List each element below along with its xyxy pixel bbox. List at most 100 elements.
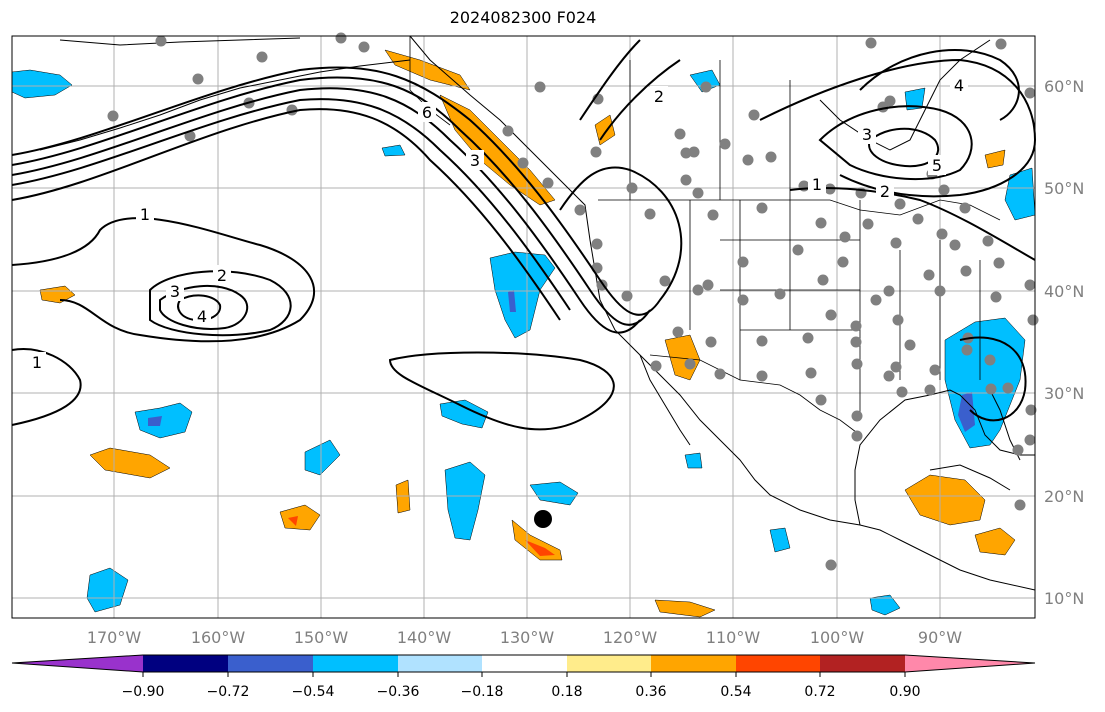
contour-labels: 6 2 4 3 5 1 1 2 3 4 1 3 2 — [28, 75, 968, 372]
fill-negative-core — [958, 392, 975, 432]
longitude-label: 170°W — [87, 628, 142, 647]
station-dot — [805, 367, 817, 379]
station-dot — [839, 231, 851, 243]
fill-negative — [134, 402, 193, 439]
station-dot — [982, 235, 994, 247]
station-dot — [890, 361, 902, 373]
station-dot — [938, 184, 950, 196]
coastlines — [39, 35, 1036, 591]
latitude-label: 30°N — [1044, 384, 1084, 403]
station-dot — [984, 354, 996, 366]
station-dot — [960, 265, 972, 277]
fill-positive-core — [525, 540, 555, 556]
station-dot — [851, 410, 863, 422]
station-dot — [904, 339, 916, 351]
station-dot — [591, 238, 603, 250]
contour-line — [11, 108, 561, 321]
station-dot — [884, 95, 896, 107]
station-dot — [650, 360, 662, 372]
station-dot — [184, 130, 196, 142]
contour-line — [818, 105, 973, 180]
station-dot — [672, 326, 684, 338]
map-frame — [11, 35, 1036, 619]
station-dot — [896, 386, 908, 398]
station-dot — [1024, 279, 1036, 291]
colorbar-tick-label: −0.72 — [207, 684, 250, 700]
latitude-label: 20°N — [1044, 487, 1084, 506]
station-dot — [742, 154, 754, 166]
station-dot — [659, 275, 671, 287]
station-dot — [825, 309, 837, 321]
contour-line — [11, 98, 571, 311]
station-dot — [934, 285, 946, 297]
station-dot — [756, 335, 768, 347]
station-dot — [700, 81, 712, 93]
fill-negative — [439, 399, 489, 429]
station-dot — [705, 336, 717, 348]
coastline-alaska — [39, 59, 411, 151]
colorbar-tick-label: 0.72 — [804, 684, 835, 700]
colorbar-tick-label: −0.18 — [461, 684, 504, 700]
storm-position-marker — [534, 510, 552, 528]
fill-negative — [1004, 167, 1036, 221]
colorbar-extend-max — [905, 655, 1035, 672]
political-borders — [409, 36, 1001, 436]
station-dot — [883, 370, 895, 382]
station-dot — [737, 294, 749, 306]
station-dot — [993, 257, 1005, 269]
station-dot — [774, 288, 786, 300]
colorbar-segment — [398, 655, 482, 672]
fill-negative — [381, 144, 406, 157]
station-dot — [1002, 382, 1014, 394]
contour-label: 3 — [170, 282, 180, 301]
station-dot — [1025, 404, 1037, 416]
contour-line — [11, 217, 316, 343]
contour-line — [859, 49, 1020, 121]
contour-label: 2 — [217, 266, 227, 285]
contour-line — [11, 348, 82, 426]
border-us-canada — [598, 199, 1001, 221]
map-title: 2024082300 F024 — [449, 8, 597, 27]
colorbar-tick-label: 0.36 — [635, 684, 666, 700]
station-dot — [1012, 444, 1024, 456]
colorbar-tick-label: −0.54 — [292, 684, 335, 700]
station-dot — [707, 209, 719, 221]
latitude-label: 40°N — [1044, 282, 1084, 301]
graticule — [12, 36, 1035, 618]
fill-negative — [11, 69, 73, 99]
station-dot — [870, 294, 882, 306]
fill-positive — [511, 519, 563, 561]
colorbar-segment — [228, 655, 313, 672]
longitude-label: 140°W — [397, 628, 452, 647]
fill-negative-core — [148, 416, 162, 426]
station-dot — [892, 314, 904, 326]
border-canada-provinces — [629, 60, 791, 200]
colorbar-tick-label: −0.90 — [122, 684, 165, 700]
station-dot — [684, 358, 696, 370]
contour-label: 3 — [862, 125, 872, 144]
station-dot — [692, 187, 704, 199]
station-dot — [959, 202, 971, 214]
station-dot — [644, 208, 656, 220]
station-dot — [936, 228, 948, 240]
colorbar-segment — [567, 655, 651, 672]
longitude-label: 100°W — [810, 628, 865, 647]
station-dot — [850, 320, 862, 332]
contour-label: 5 — [932, 156, 942, 175]
station-dot — [192, 73, 204, 85]
fill-positive — [279, 504, 321, 531]
colorbar-segment — [482, 655, 567, 672]
station-dot — [851, 358, 863, 370]
station-dot — [626, 182, 638, 194]
colorbar-tick-label: −0.36 — [377, 684, 420, 700]
station-dot — [961, 344, 973, 356]
contour-label: 4 — [954, 76, 964, 95]
fill-positive — [654, 599, 716, 618]
station-dot — [737, 256, 749, 268]
colorbar-segment — [143, 655, 228, 672]
fill-positive — [39, 285, 76, 304]
station-dot — [883, 285, 895, 297]
station-dot — [1024, 434, 1036, 446]
contour-line — [388, 351, 615, 431]
fill-positive-core — [288, 516, 298, 526]
